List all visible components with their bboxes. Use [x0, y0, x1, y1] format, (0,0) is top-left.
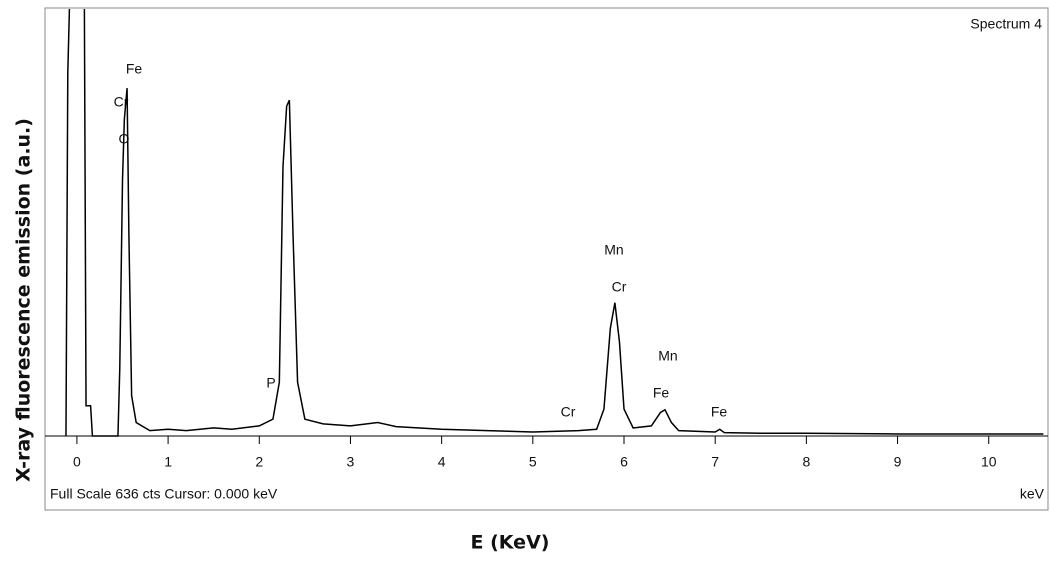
x-tick-label: 4	[438, 454, 446, 470]
x-unit: keV	[1020, 486, 1045, 502]
annotation: Mn	[658, 348, 677, 364]
x-tick-label: 7	[711, 454, 719, 470]
x-tick-label: 5	[529, 454, 537, 470]
y-axis-title: X-ray fluorescence emission (a.u.)	[13, 118, 35, 482]
x-tick-label: 6	[620, 454, 628, 470]
x-tick-label: 9	[894, 454, 902, 470]
annotation: Cr	[612, 279, 627, 295]
annotation: Mn	[604, 242, 623, 258]
annotation: Fe	[653, 385, 670, 401]
annotation: P	[266, 375, 275, 391]
annotation: Cr	[561, 404, 576, 420]
x-axis-title: E (KeV)	[471, 532, 550, 554]
x-tick-label: 0	[73, 454, 81, 470]
spectrum-line	[65, 9, 1044, 437]
x-tick-label: 10	[981, 454, 997, 470]
annotation: Fe	[711, 404, 728, 420]
x-tick-label: 3	[347, 454, 355, 470]
x-tick-label: 1	[164, 454, 172, 470]
plot-frame	[44, 7, 1049, 511]
spectrum-name: Spectrum 4	[970, 16, 1042, 32]
x-tick-label: 8	[802, 454, 810, 470]
x-tick-label: 2	[255, 454, 263, 470]
footer: Full Scale 636 cts Cursor: 0.000 keV	[50, 486, 278, 502]
annotation: Fe	[126, 61, 143, 77]
